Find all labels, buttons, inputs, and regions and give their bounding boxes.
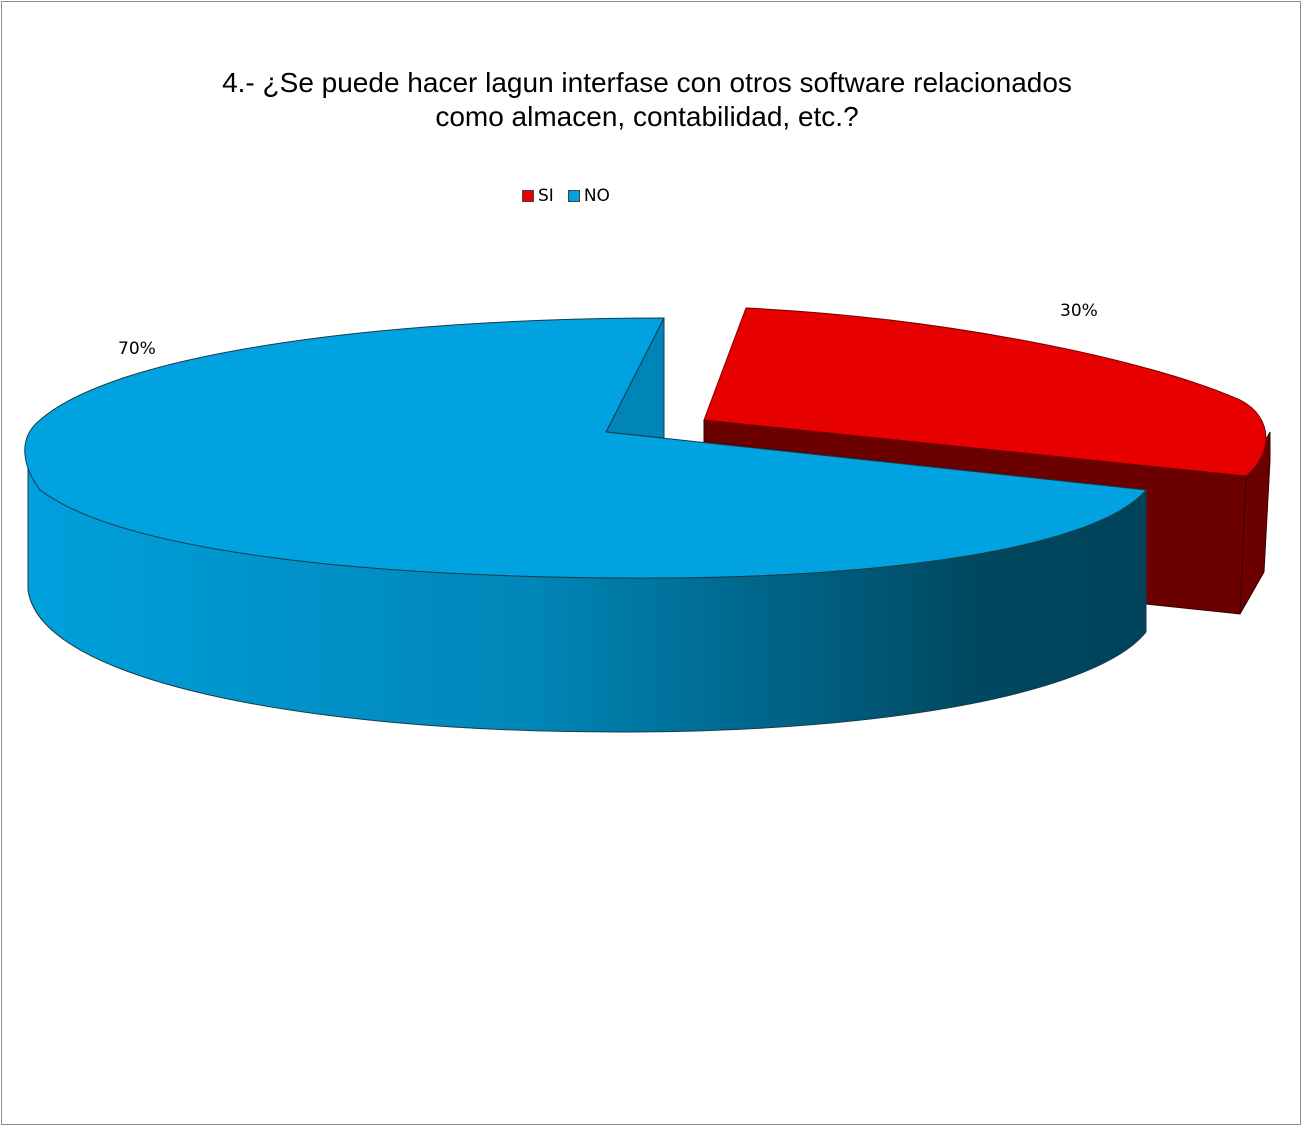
data-label-no: 70%	[118, 339, 156, 359]
data-label-si: 30%	[1060, 301, 1098, 321]
legend-label-no: NO	[583, 186, 610, 206]
chart-title-line-1: 4.- ¿Se puede hacer lagun interfase con …	[222, 67, 1072, 98]
legend-swatch-si	[522, 190, 534, 202]
pie-slice-si-top	[703, 307, 1267, 477]
pie-slice-no	[24, 317, 1147, 733]
chart-legend: SI NO	[522, 186, 624, 206]
chart-title-line-2: como almacen, contabilidad, etc.?	[435, 101, 859, 132]
legend-item-no: NO	[567, 186, 610, 206]
legend-label-si: SI	[538, 186, 554, 206]
pie-slice-si	[703, 307, 1271, 615]
legend-swatch-no	[567, 190, 580, 202]
pie-slice-no-top	[24, 317, 1147, 579]
legend-item-si: SI	[522, 186, 554, 206]
chart-title: 4.- ¿Se puede hacer lagun interfase con …	[2, 66, 1292, 134]
